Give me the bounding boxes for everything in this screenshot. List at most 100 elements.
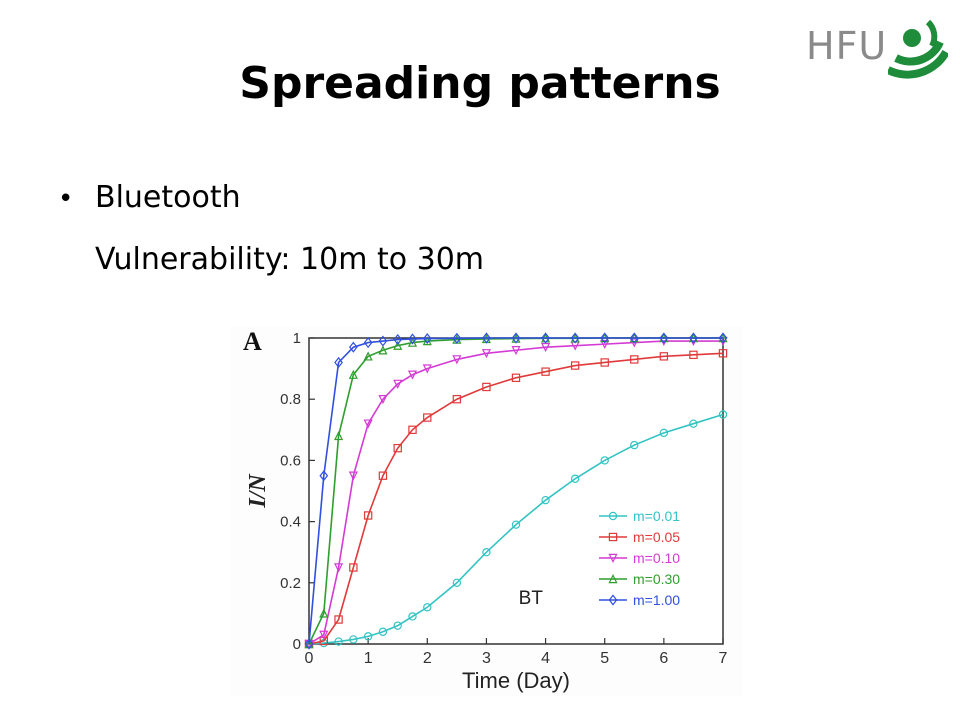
data-point	[378, 335, 388, 347]
data-point	[570, 361, 580, 370]
series-line	[308, 413, 724, 645]
data-point	[334, 615, 343, 624]
chart-annotation: BT	[519, 588, 544, 609]
data-point	[422, 364, 432, 374]
bullet-detail: Vulnerability: 10m to 30m	[95, 242, 485, 277]
plot-frame	[308, 337, 724, 645]
data-point	[452, 355, 462, 365]
data-point	[393, 340, 403, 350]
chart-figure: 0 0.2 0.4 0.6 0.8 1 0 1 2 3 4 5 6 7 Time (Day) I/N A BT m=…	[231, 326, 743, 696]
data-point	[600, 456, 609, 465]
series-m-1-00	[304, 332, 728, 650]
data-point	[319, 630, 329, 640]
panel-label: A	[243, 327, 262, 356]
data-point	[408, 425, 417, 434]
series-m-0-05	[304, 349, 728, 649]
x-tick-label: 7	[719, 650, 728, 667]
data-point	[363, 419, 373, 429]
data-point	[600, 339, 610, 350]
data-point	[348, 471, 358, 481]
logo-emblem-icon	[888, 19, 948, 79]
legend-item: m=0.10	[599, 550, 680, 566]
y-tick-label: 0	[293, 636, 301, 653]
data-point	[511, 520, 521, 529]
legend-label: m=0.30	[633, 571, 680, 587]
data-point	[608, 594, 618, 606]
legend-item: m=0.01	[599, 508, 680, 524]
data-point	[363, 632, 373, 641]
bullet-item: • Bluetooth	[58, 180, 484, 224]
data-point	[570, 474, 580, 483]
data-point	[334, 430, 344, 441]
hfu-logo: HFU	[800, 8, 950, 90]
data-point	[570, 332, 580, 344]
data-point	[393, 333, 403, 346]
data-point	[349, 635, 358, 644]
data-point	[659, 428, 669, 438]
data-point	[378, 627, 388, 636]
data-point	[334, 563, 344, 573]
data-point	[423, 413, 432, 422]
data-point	[718, 410, 728, 419]
data-point	[689, 350, 698, 360]
data-point	[608, 574, 618, 584]
legend-label: m=0.01	[633, 508, 680, 524]
y-axis-label: I/N	[245, 473, 271, 509]
data-point	[541, 495, 550, 505]
data-point	[482, 547, 491, 557]
data-point	[304, 639, 314, 649]
data-point	[630, 440, 639, 450]
data-point	[541, 367, 550, 376]
legend-item: m=0.05	[599, 529, 680, 545]
data-point	[349, 563, 358, 572]
data-point	[541, 342, 551, 353]
data-point	[334, 356, 343, 369]
data-point	[408, 333, 417, 345]
spreading-chart: 0 0.2 0.4 0.6 0.8 1 0 1 2 3 4 5 6 7 Time (Day) I/N A BT m=…	[243, 327, 728, 693]
data-point	[348, 369, 358, 379]
legend-label: m=1.00	[633, 592, 680, 608]
data-point	[629, 338, 639, 348]
data-point	[407, 370, 418, 380]
data-point	[393, 379, 403, 389]
data-point	[407, 337, 418, 347]
data-point	[393, 621, 402, 630]
x-tick-label: 0	[305, 650, 314, 667]
bullet-dot-icon: •	[58, 184, 74, 214]
y-tick-label: 0.8	[280, 391, 301, 408]
data-point	[393, 443, 402, 453]
data-point	[482, 332, 491, 344]
data-point	[378, 345, 388, 355]
data-point	[363, 511, 373, 520]
data-point	[541, 332, 550, 344]
x-axis-label: Time (Day)	[462, 668, 570, 693]
bullet-list: • Bluetooth Vulnerability: 10m to 30m	[58, 180, 484, 286]
data-point	[511, 332, 521, 344]
data-point	[378, 394, 388, 405]
data-point	[422, 333, 432, 345]
data-point	[511, 373, 521, 382]
x-tick-label: 6	[659, 650, 668, 667]
data-point	[630, 355, 639, 364]
data-point	[689, 332, 698, 344]
data-point	[659, 352, 669, 361]
bullet-text: Bluetooth	[95, 180, 241, 215]
series-line	[308, 352, 724, 645]
data-point	[348, 341, 358, 353]
data-point	[511, 346, 521, 356]
x-tick-label: 3	[482, 650, 491, 667]
data-point	[482, 382, 491, 392]
data-point	[718, 349, 728, 358]
series-line	[308, 337, 723, 645]
data-point	[600, 332, 610, 344]
y-tick-label: 0.6	[280, 452, 301, 469]
data-point	[452, 332, 462, 344]
data-point	[378, 471, 388, 480]
y-tick-label: 0.4	[280, 514, 301, 531]
data-point	[718, 332, 728, 344]
legend-label: m=0.10	[633, 550, 680, 566]
x-tick-label: 2	[423, 650, 432, 667]
x-tick-label: 1	[364, 650, 373, 667]
y-tick-label: 1	[293, 330, 301, 347]
data-point	[363, 351, 373, 361]
